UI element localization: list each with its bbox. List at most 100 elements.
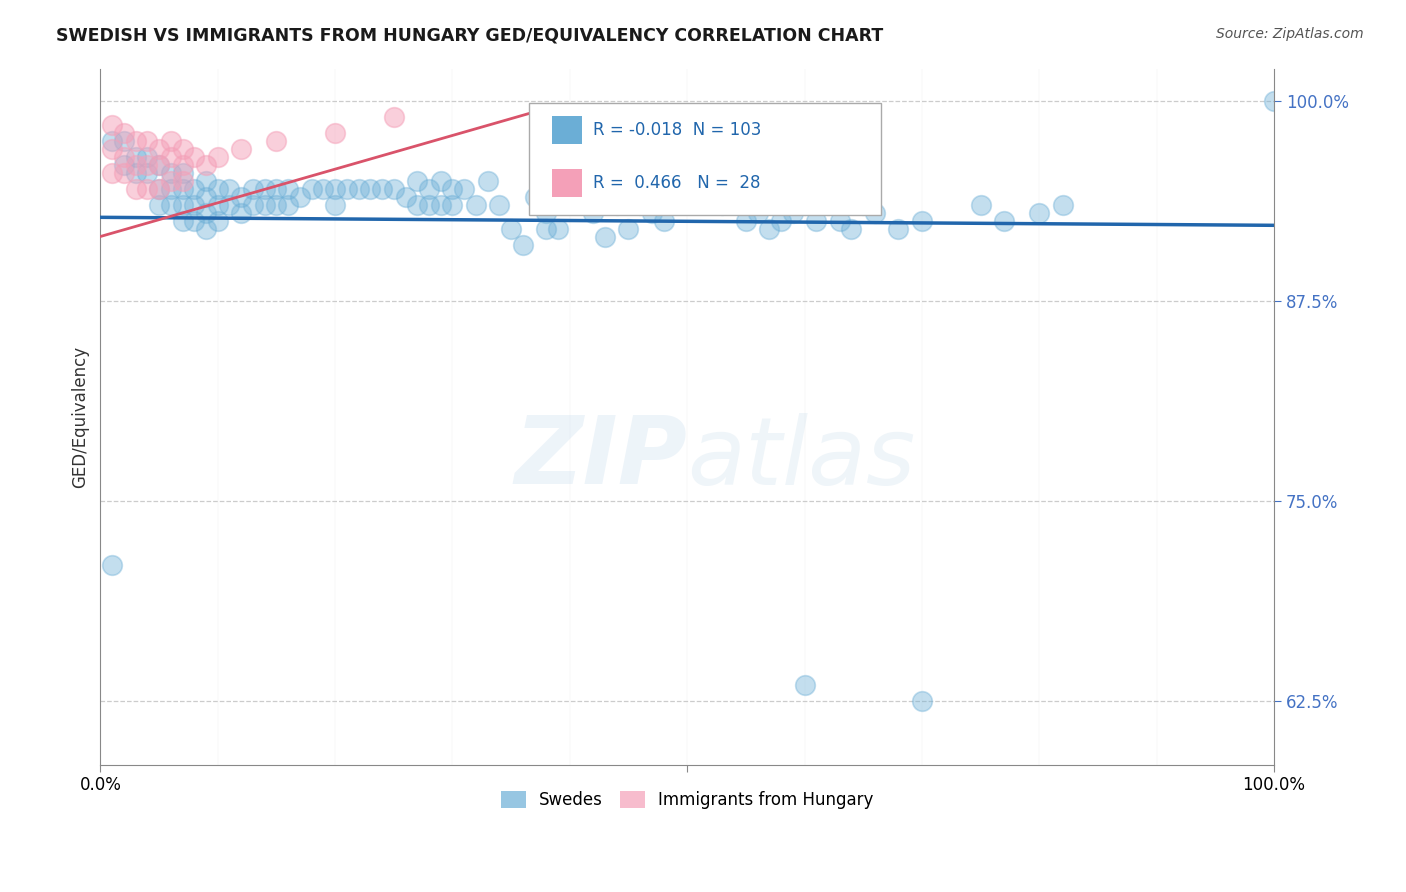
Point — [429, 173, 451, 187]
Point — [841, 221, 863, 235]
Point — [253, 197, 276, 211]
Point — [301, 181, 323, 195]
Point — [231, 189, 253, 203]
Point — [242, 197, 264, 211]
Point — [172, 197, 194, 211]
Point — [477, 173, 499, 187]
FancyBboxPatch shape — [529, 103, 880, 215]
Point — [172, 213, 194, 227]
Point — [124, 165, 146, 179]
Point — [172, 181, 194, 195]
Point — [1263, 94, 1285, 108]
Point — [159, 181, 181, 195]
Point — [124, 157, 146, 171]
Bar — [553, 116, 582, 144]
Point — [159, 149, 181, 163]
Point — [652, 213, 675, 227]
Point — [793, 677, 815, 691]
Point — [747, 205, 769, 219]
Point — [277, 181, 299, 195]
Point — [266, 134, 288, 148]
Point — [312, 181, 335, 195]
Point — [159, 173, 181, 187]
Point — [195, 221, 218, 235]
Point — [112, 165, 135, 179]
Point — [911, 693, 934, 707]
Point — [641, 205, 664, 219]
Point — [183, 213, 205, 227]
Text: atlas: atlas — [688, 413, 915, 504]
Point — [148, 197, 170, 211]
Point — [688, 149, 710, 163]
Point — [112, 134, 135, 148]
Point — [148, 142, 170, 156]
Point — [136, 149, 159, 163]
Point — [183, 149, 205, 163]
Point — [782, 205, 804, 219]
Point — [711, 197, 734, 211]
Point — [136, 157, 159, 171]
Bar — [553, 169, 582, 197]
Point — [207, 149, 229, 163]
Point — [501, 221, 523, 235]
Point — [969, 197, 991, 211]
Text: Source: ZipAtlas.com: Source: ZipAtlas.com — [1216, 27, 1364, 41]
Point — [148, 157, 170, 171]
Point — [101, 118, 124, 132]
Point — [159, 197, 181, 211]
Point — [758, 221, 780, 235]
Point — [195, 173, 218, 187]
Point — [429, 197, 451, 211]
Point — [288, 189, 311, 203]
Point — [253, 181, 276, 195]
Point — [453, 181, 475, 195]
Point — [418, 181, 440, 195]
Point — [136, 134, 159, 148]
Point — [172, 142, 194, 156]
Point — [770, 213, 793, 227]
Point — [359, 181, 381, 195]
Point — [993, 213, 1015, 227]
Point — [101, 165, 124, 179]
Point — [218, 197, 240, 211]
Text: R =  0.466   N =  28: R = 0.466 N = 28 — [593, 174, 761, 193]
Point — [593, 229, 616, 244]
Point — [547, 221, 569, 235]
Point — [207, 213, 229, 227]
Point — [101, 134, 124, 148]
Point — [887, 221, 910, 235]
Point — [136, 181, 159, 195]
Point — [101, 142, 124, 156]
Point — [101, 558, 124, 572]
Point — [242, 181, 264, 195]
Point — [488, 197, 510, 211]
Point — [536, 205, 558, 219]
Point — [124, 134, 146, 148]
Point — [394, 189, 416, 203]
Point — [112, 149, 135, 163]
Point — [793, 197, 815, 211]
Point — [558, 189, 581, 203]
Point — [347, 181, 370, 195]
Point — [207, 197, 229, 211]
Legend: Swedes, Immigrants from Hungary: Swedes, Immigrants from Hungary — [495, 784, 880, 815]
Point — [218, 181, 240, 195]
Point — [148, 181, 170, 195]
Point — [231, 142, 253, 156]
Point — [1052, 197, 1074, 211]
Point — [336, 181, 359, 195]
Point — [195, 205, 218, 219]
Point — [183, 197, 205, 211]
Point — [628, 197, 651, 211]
Point — [406, 197, 429, 211]
Point — [172, 165, 194, 179]
Point — [148, 157, 170, 171]
Point — [172, 173, 194, 187]
Point — [159, 134, 181, 148]
Point — [277, 197, 299, 211]
Point — [112, 126, 135, 140]
Point — [323, 197, 346, 211]
Point — [1028, 205, 1050, 219]
Point — [172, 157, 194, 171]
Point — [136, 165, 159, 179]
